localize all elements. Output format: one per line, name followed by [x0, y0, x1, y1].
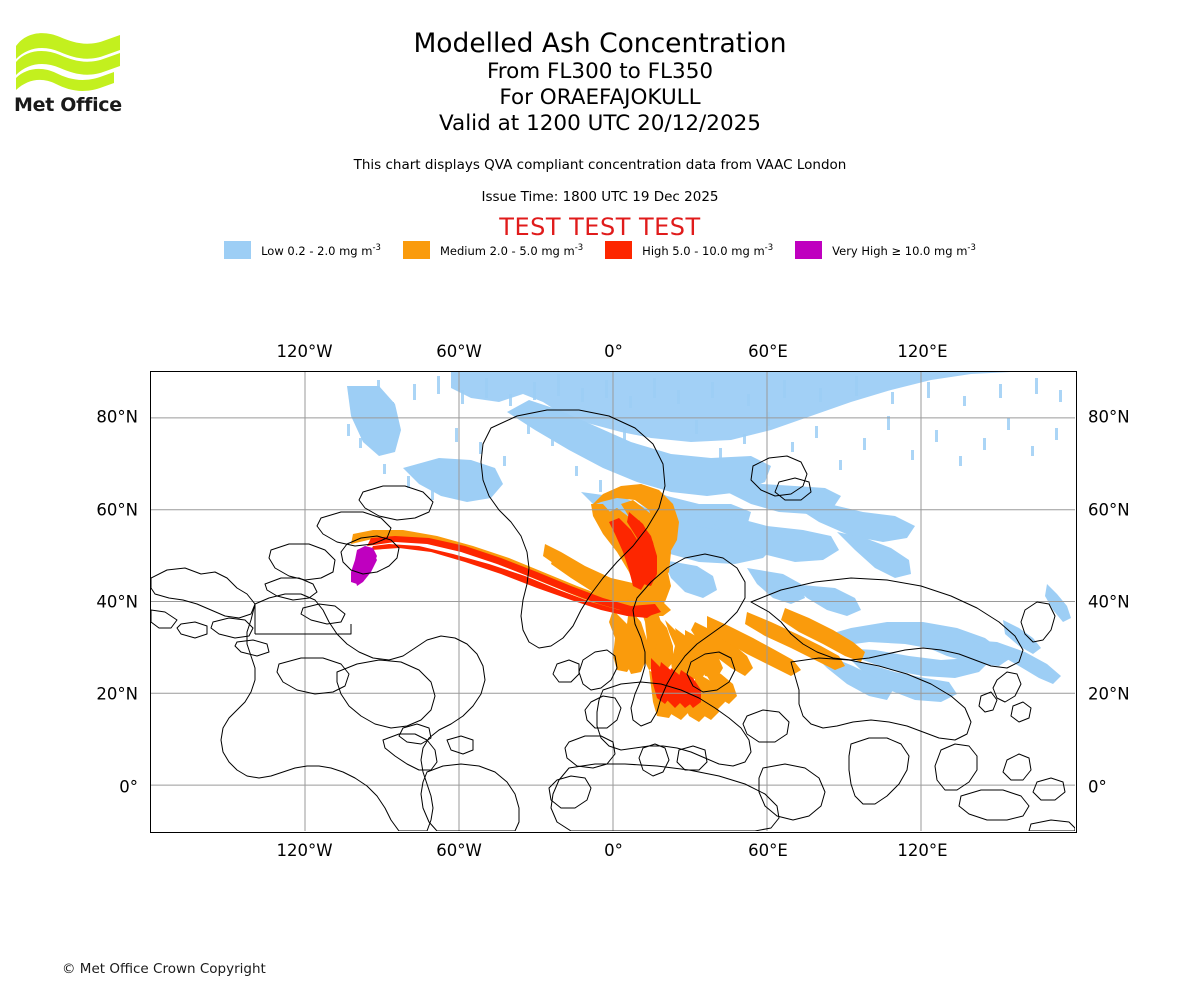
- legend-label-high-exponent: -3: [764, 242, 774, 253]
- lon-label-top-120e: 120°E: [897, 342, 948, 361]
- volcano-subtitle: For ORAEFAJOKULL: [499, 85, 701, 110]
- legend-swatch-high: [605, 241, 633, 259]
- concentration-legend: Low 0.2 - 2.0 mg m-3 Medium 2.0 - 5.0 mg…: [0, 241, 1200, 259]
- qva-compliance-note: This chart displays QVA compliant concen…: [353, 157, 847, 173]
- map-gridlines: [151, 372, 1075, 831]
- lat-label-right-20n: 20°N: [1088, 684, 1130, 704]
- lon-label-bottom-0: 0°: [604, 841, 623, 860]
- issue-time-text: Issue Time: 1800 UTC 19 Dec 2025: [481, 189, 719, 205]
- lon-label-top-60e: 60°E: [748, 342, 788, 361]
- ash-layer-high: [367, 512, 701, 708]
- lon-label-bottom-120w: 120°W: [276, 841, 333, 860]
- lat-label-left-0: 0°: [119, 777, 138, 797]
- legend-label-medium: Medium 2.0 - 5.0 mg m-3: [440, 243, 583, 258]
- met-office-wave-icon: [16, 33, 120, 91]
- lon-label-top-120w: 120°W: [276, 342, 333, 361]
- legend-label-medium-prefix: Medium: [439, 243, 486, 258]
- lat-label-left-40n: 40°N: [96, 592, 138, 612]
- legend-item-low: Low 0.2 - 2.0 mg m-3: [224, 241, 381, 259]
- legend-label-medium-unit: mg m: [541, 243, 575, 258]
- legend-label-low-prefix: Low: [261, 243, 284, 258]
- lat-label-right-40n: 40°N: [1088, 592, 1130, 612]
- lat-label-left-60n: 60°N: [96, 500, 138, 520]
- page-title: Modelled Ash Concentration: [413, 28, 787, 59]
- lat-label-right-80n: 80°N: [1088, 407, 1130, 427]
- valid-time-subtitle: Valid at 1200 UTC 20/12/2025: [438, 111, 761, 136]
- lat-label-left-20n: 20°N: [96, 684, 138, 704]
- legend-swatch-medium: [402, 241, 430, 259]
- legend-label-low-range: 0.2 - 2.0: [287, 243, 336, 258]
- flight-level-subtitle: From FL300 to FL350: [486, 59, 714, 84]
- legend-label-very-high-prefix: Very High: [832, 243, 888, 258]
- legend-label-low-unit: mg m: [339, 243, 373, 258]
- lat-label-left-80n: 80°N: [96, 407, 138, 427]
- ash-layer-very-high: [351, 546, 377, 586]
- title-block: Modelled Ash Concentration From FL300 to…: [0, 28, 1200, 137]
- legend-label-high-range: 5.0 - 10.0: [672, 243, 728, 258]
- map-frame: [150, 371, 1077, 833]
- lon-label-top-60w: 60°W: [436, 342, 482, 361]
- legend-label-medium-range: 2.0 - 5.0: [489, 243, 538, 258]
- ash-concentration-map[interactable]: [150, 371, 1077, 833]
- legend-swatch-very-high: [795, 241, 823, 259]
- lon-label-top-0: 0°: [604, 342, 623, 361]
- copyright-text: © Met Office Crown Copyright: [62, 961, 266, 977]
- legend-label-low: Low 0.2 - 2.0 mg m-3: [261, 243, 381, 258]
- legend-label-very-high: Very High ≥ 10.0 mg m-3: [832, 243, 976, 258]
- lat-label-right-60n: 60°N: [1088, 500, 1130, 520]
- legend-label-low-exponent: -3: [372, 242, 381, 253]
- lon-label-bottom-60e: 60°E: [748, 841, 788, 860]
- map-canvas: [151, 372, 1075, 831]
- legend-label-very-high-exponent: -3: [967, 242, 976, 253]
- legend-label-high-unit: mg m: [731, 243, 765, 258]
- legend-label-high: High 5.0 - 10.0 mg m-3: [642, 243, 773, 258]
- legend-label-very-high-range: ≥ 10.0: [891, 243, 931, 258]
- test-banner: TEST TEST TEST: [499, 213, 701, 241]
- legend-item-high: High 5.0 - 10.0 mg m-3: [605, 241, 773, 259]
- legend-item-very-high: Very High ≥ 10.0 mg m-3: [795, 241, 976, 259]
- map-coastlines: [151, 409, 1075, 831]
- lon-label-bottom-60w: 60°W: [436, 841, 482, 860]
- lat-label-right-0: 0°: [1088, 777, 1107, 797]
- legend-label-high-prefix: High: [642, 243, 669, 258]
- logo-brand-text: Met Office: [14, 94, 122, 116]
- met-office-logo: Met Office: [14, 28, 124, 118]
- legend-label-very-high-unit: mg m: [934, 243, 968, 258]
- lon-label-bottom-120e: 120°E: [897, 841, 948, 860]
- legend-swatch-low: [224, 241, 252, 259]
- legend-item-medium: Medium 2.0 - 5.0 mg m-3: [402, 241, 583, 259]
- legend-label-medium-exponent: -3: [574, 242, 584, 253]
